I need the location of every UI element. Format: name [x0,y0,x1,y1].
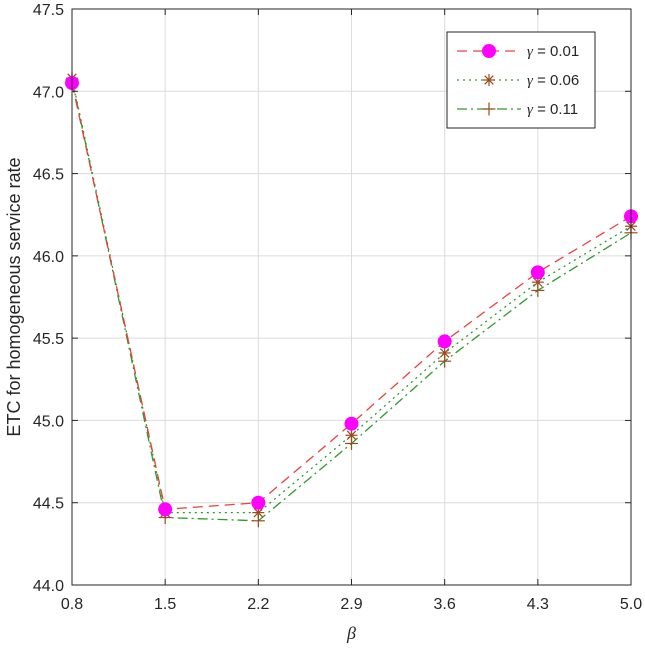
legend-item-0: γ = 0.01 [457,43,579,60]
legend-symbol: γ [527,102,534,118]
x-tick-label: 2.9 [340,596,362,613]
data-point-s0-4 [437,334,452,349]
data-point-s0-5 [530,265,545,280]
x-tick-label: 5.0 [620,596,642,613]
legend-label: γ = 0.01 [527,43,579,60]
data-point-s1-3 [345,429,358,442]
legend-value: = 0.01 [533,43,579,60]
x-tick-label: 0.8 [61,596,83,613]
legend-symbol: γ [527,73,534,89]
legend-item-2: γ = 0.11 [457,101,578,118]
x-tick-label: 2.2 [247,596,269,613]
y-tick-label: 45.5 [33,331,64,348]
y-axis-label: ETC for homogeneous service rate [4,157,24,436]
y-tick-label: 44.0 [33,578,64,595]
legend-symbol: γ [527,44,534,60]
y-tick-label: 45.0 [33,413,64,430]
y-tick-label: 46.5 [33,167,64,184]
data-point-s0-3 [344,416,359,431]
x-tick-label: 3.6 [434,596,456,613]
x-tick-label: 4.3 [527,596,549,613]
legend-box [446,31,596,129]
data-point-s0-2 [251,495,266,510]
legend-item-1: γ = 0.06 [457,72,579,89]
legend-value: = 0.06 [533,72,579,89]
y-tick-label: 47.0 [33,84,64,101]
legend-marker [482,44,496,58]
y-tick-label: 47.5 [33,2,64,19]
data-point-s0-1 [158,502,173,517]
x-axis-ticks: 0.8 1.5 2.2 2.9 3.6 4.3 5.0 [61,9,642,613]
y-tick-label: 44.5 [33,496,64,513]
legend-label: γ = 0.11 [527,101,578,118]
legend-value: = 0.11 [533,101,578,118]
y-tick-label: 46.0 [33,249,64,266]
legend-label: γ = 0.06 [527,72,579,89]
legend: γ = 0.01γ = 0.06γ = 0.11 [446,31,596,129]
data-point-s1-4 [438,346,451,359]
legend-marker [483,74,495,86]
y-axis-ticks: 44.0 44.5 45.0 45.5 46.0 46.5 47.0 47.5 [33,2,631,595]
legend-marker [482,102,496,116]
x-tick-label: 1.5 [154,596,176,613]
x-axis-label: β [346,623,356,643]
